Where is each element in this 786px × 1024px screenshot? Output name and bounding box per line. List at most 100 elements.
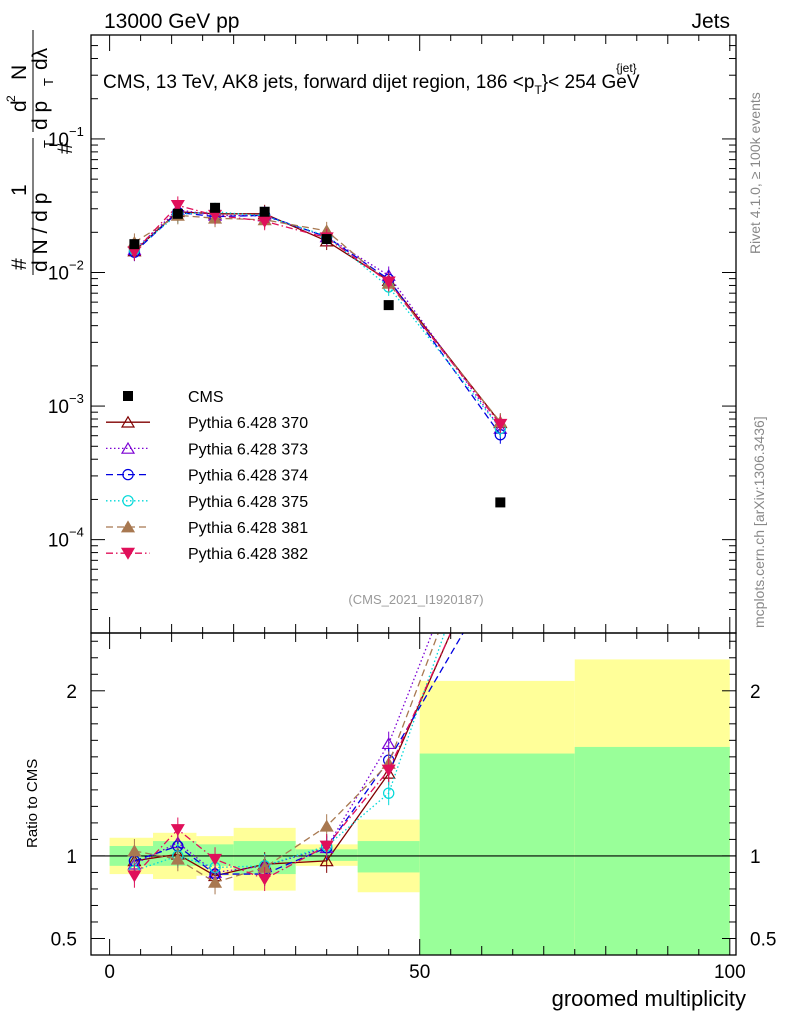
main-y-tick-exponent: −2 bbox=[69, 258, 84, 273]
main-plot-frame bbox=[90, 34, 737, 634]
x-axis: 0 50 100 bbox=[104, 35, 746, 983]
marker bbox=[382, 787, 395, 799]
marker bbox=[319, 819, 334, 832]
ratio-y-tick-label: 1 bbox=[66, 847, 77, 868]
marker bbox=[319, 840, 334, 853]
legend-entry: Pythia 6.428 374 bbox=[106, 468, 308, 485]
marker bbox=[127, 870, 142, 883]
legend-entry: Pythia 6.428 381 bbox=[106, 520, 308, 537]
ylabel-dpt-bottom: d p bbox=[29, 101, 52, 130]
ylabel-d-top: d bbox=[8, 100, 31, 112]
ratio-y-tick-label-right: 1 bbox=[750, 847, 761, 868]
legend-label: CMS bbox=[188, 389, 224, 406]
main-y-ticks: 10−110−210−310−4 bbox=[48, 45, 736, 634]
ylabel-hash-1: # bbox=[8, 258, 31, 270]
x-axis-label: groomed multiplicity bbox=[552, 986, 746, 1011]
marker bbox=[122, 495, 134, 507]
plot-title-main: CMS, 13 TeV, AK8 jets, forward dijet reg… bbox=[103, 72, 534, 93]
cms-data-point bbox=[383, 300, 394, 311]
main-panel: 10−110−210−310−4 CMS, 13 TeV, AK8 jets, … bbox=[4, 30, 737, 634]
main-y-tick-label: 10 bbox=[48, 531, 69, 552]
main-y-tick-exponent: −3 bbox=[69, 391, 84, 406]
marker bbox=[127, 844, 142, 857]
cms-data-point bbox=[321, 234, 332, 245]
ylabel-one: 1 bbox=[8, 184, 31, 196]
ratio-plot-frame bbox=[90, 632, 737, 956]
marker bbox=[120, 415, 136, 428]
main-y-tick-label: 10 bbox=[48, 397, 69, 418]
ylabel-n-top: N bbox=[8, 65, 31, 80]
legend-label: Pythia 6.428 373 bbox=[188, 441, 308, 458]
legend-label: Pythia 6.428 381 bbox=[188, 520, 308, 537]
mc-series-ratio bbox=[127, 633, 464, 895]
marker bbox=[170, 199, 185, 212]
x-tick-label: 50 bbox=[409, 962, 430, 983]
marker bbox=[207, 875, 223, 888]
header-left: 13000 GeV pp bbox=[104, 10, 239, 33]
main-y-tick-exponent: −4 bbox=[69, 525, 84, 540]
cms-data-point bbox=[172, 208, 183, 219]
mc-series bbox=[128, 203, 507, 444]
marker bbox=[207, 853, 223, 866]
marker bbox=[120, 520, 136, 533]
legend-entry: Pythia 6.428 382 bbox=[106, 546, 308, 563]
legend-label: Pythia 6.428 370 bbox=[188, 415, 308, 432]
ratio-y-tick-label-right: 0.5 bbox=[750, 929, 776, 950]
x-tick-label: 100 bbox=[714, 962, 746, 983]
ylabel-sq: 2 bbox=[4, 95, 18, 102]
uncertainty-bands bbox=[91, 659, 736, 955]
mc-series bbox=[127, 206, 508, 431]
plot-title: CMS, 13 TeV, AK8 jets, forward dijet reg… bbox=[103, 72, 640, 97]
cms-data-point bbox=[210, 202, 221, 213]
cms-data-points bbox=[129, 202, 506, 508]
ratio-y-tick-label-right: 2 bbox=[750, 682, 761, 703]
marker bbox=[120, 441, 136, 454]
marker bbox=[257, 873, 272, 886]
main-y-axis-label: # 1 d N / d p T # d 2 N d p T dλ bbox=[4, 30, 77, 275]
marker bbox=[120, 547, 136, 560]
ratio-y-axis-label: Ratio to CMS bbox=[24, 759, 41, 848]
ratio-series bbox=[127, 633, 452, 892]
marker bbox=[170, 852, 185, 865]
rivet-version-label: Rivet 4.1.0, ≥ 100k events bbox=[747, 92, 763, 254]
ratio-y-tick-label: 0.5 bbox=[51, 929, 77, 950]
legend-label: Pythia 6.428 375 bbox=[188, 494, 308, 511]
x-tick-label: 0 bbox=[104, 962, 115, 983]
marker bbox=[319, 854, 334, 867]
legend-entry: CMS bbox=[123, 389, 224, 406]
ratio-y-ticks: 0.5 0.5 1 1 2 2 bbox=[51, 640, 776, 956]
plot-title-sup: {jet} bbox=[616, 61, 637, 75]
ratio-y-tick-label: 2 bbox=[66, 682, 77, 703]
mc-series bbox=[128, 202, 507, 438]
ratio-panel: 0.5 0.5 1 1 2 2 Ratio to CMS bbox=[24, 632, 776, 956]
green-band bbox=[574, 746, 730, 955]
marker bbox=[381, 764, 396, 777]
mc-series-main bbox=[127, 196, 508, 444]
analysis-id: (CMS_2021_I1920187) bbox=[348, 592, 483, 607]
mcplots-label: mcplots.cern.ch [arXiv:1306.3436] bbox=[751, 416, 767, 628]
legend: CMS Pythia 6.428 370 Pythia 6.428 373 Pythi… bbox=[106, 389, 308, 563]
cms-data-point bbox=[495, 497, 506, 508]
green-band bbox=[419, 753, 575, 955]
ylabel-hash-2: # bbox=[54, 142, 77, 154]
ylabel-t-sub-2: T bbox=[41, 78, 56, 86]
main-y-tick-label: 10 bbox=[48, 130, 69, 151]
main-y-tick-label: 10 bbox=[48, 264, 69, 285]
legend-entry: Pythia 6.428 370 bbox=[106, 415, 308, 432]
legend-entry: Pythia 6.428 373 bbox=[106, 441, 308, 458]
header-right: Jets bbox=[691, 10, 730, 33]
plot-title-end: }< 254 GeV bbox=[542, 72, 640, 93]
legend-entry: Pythia 6.428 375 bbox=[106, 494, 308, 511]
marker bbox=[122, 468, 134, 481]
plot-title-sub: T bbox=[534, 83, 542, 97]
ylabel-dn-dpt: d N / d p bbox=[29, 193, 52, 272]
marker bbox=[493, 418, 508, 431]
marker bbox=[381, 276, 396, 289]
green-band bbox=[357, 841, 420, 873]
main-y-tick-exponent: −1 bbox=[69, 124, 84, 139]
marker bbox=[170, 824, 185, 837]
cms-data-point bbox=[259, 206, 270, 217]
legend-label: Pythia 6.428 374 bbox=[188, 468, 308, 485]
mc-series bbox=[127, 202, 508, 432]
